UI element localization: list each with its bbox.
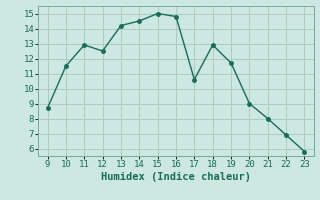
X-axis label: Humidex (Indice chaleur): Humidex (Indice chaleur) bbox=[101, 172, 251, 182]
